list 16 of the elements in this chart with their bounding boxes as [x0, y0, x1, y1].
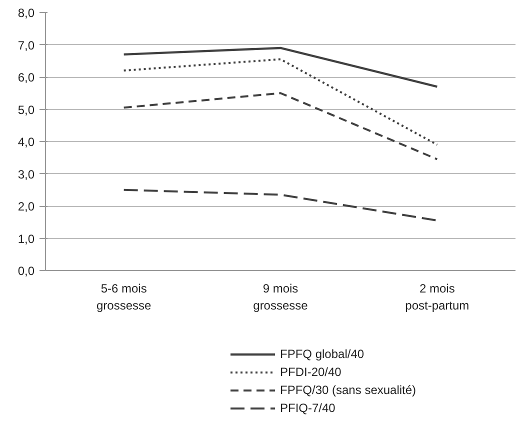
x-tick-label: 2 mois post-partum	[405, 282, 470, 312]
legend-label: FPFQ global/40	[280, 347, 364, 361]
y-tick-label: 8,0	[18, 6, 35, 20]
x-tick-label: 9 mois grossesse	[253, 282, 308, 312]
y-tick-label: 7,0	[18, 38, 35, 52]
y-tick-label: 6,0	[18, 70, 35, 84]
legend-label: PFDI-20/40	[280, 365, 342, 379]
y-tick-label: 1,0	[18, 232, 35, 246]
legend-label: FPFQ/30 (sans sexualité)	[280, 383, 416, 397]
y-tick-label: 4,0	[18, 135, 35, 149]
y-tick-label: 5,0	[18, 102, 35, 117]
legend-label: PFIQ-7/40	[280, 401, 336, 415]
y-tick-label: 0,0	[18, 264, 35, 278]
x-tick-label: 5-6 mois grossesse	[96, 282, 152, 312]
y-tick-label: 2,0	[18, 200, 35, 214]
y-tick-label: 3,0	[18, 167, 35, 182]
